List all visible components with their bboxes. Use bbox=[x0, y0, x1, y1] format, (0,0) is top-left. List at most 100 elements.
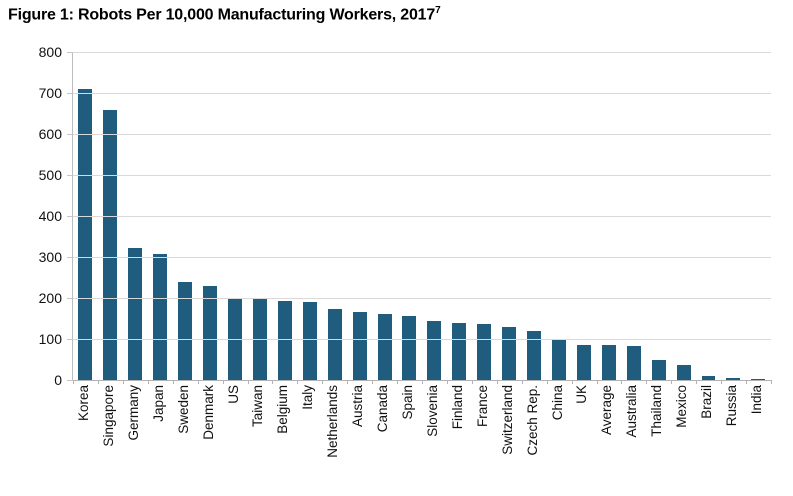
bar-slovenia bbox=[427, 320, 442, 380]
x-label-slot: Sweden bbox=[172, 385, 197, 493]
gridline-800 bbox=[73, 52, 771, 53]
x-axis-tick bbox=[721, 380, 723, 384]
bar-australia bbox=[626, 345, 641, 380]
x-label-slot: China bbox=[546, 385, 571, 493]
y-axis-tick-500 bbox=[67, 175, 73, 176]
bar-slot bbox=[571, 52, 596, 380]
x-label-slot: Germany bbox=[122, 385, 147, 493]
x-tick-label-sweden: Sweden bbox=[175, 385, 191, 434]
x-tick-label-korea: Korea bbox=[76, 385, 92, 422]
bar-slot bbox=[472, 52, 497, 380]
bar-slot bbox=[148, 52, 173, 380]
gridline-300 bbox=[73, 257, 771, 258]
y-tick-label-300: 300 bbox=[38, 249, 62, 265]
gridline-700 bbox=[73, 93, 771, 94]
y-tick-label-200: 200 bbox=[38, 290, 62, 306]
bar-slot bbox=[621, 52, 646, 380]
bar-italy bbox=[302, 302, 317, 380]
x-tick-label-mexico: Mexico bbox=[674, 385, 690, 428]
bar-thailand bbox=[651, 360, 666, 380]
x-label-slot: France bbox=[471, 385, 496, 493]
bar-slot bbox=[696, 52, 721, 380]
y-axis-tick-600 bbox=[67, 134, 73, 135]
x-tick-label-india: India bbox=[748, 385, 764, 415]
x-tick-label-us: US bbox=[225, 385, 241, 404]
x-tick-label-finland: Finland bbox=[449, 385, 465, 430]
x-label-slot: Finland bbox=[446, 385, 471, 493]
x-axis-tick bbox=[571, 380, 573, 384]
x-axis-tick bbox=[347, 380, 349, 384]
x-tick-label-russia: Russia bbox=[724, 385, 739, 427]
x-axis-tick bbox=[496, 380, 498, 384]
x-axis-tick bbox=[696, 380, 698, 384]
x-tick-label-canada: Canada bbox=[375, 385, 391, 433]
gridline-600 bbox=[73, 134, 771, 135]
x-axis-tick bbox=[372, 380, 374, 384]
y-axis-tick-700 bbox=[67, 93, 73, 94]
bar-sweden bbox=[178, 281, 193, 380]
y-axis-tick-400 bbox=[67, 216, 73, 217]
bar-slot bbox=[347, 52, 372, 380]
x-axis-tick bbox=[222, 380, 224, 384]
x-label-slot: Australia bbox=[620, 385, 645, 493]
x-label-slot: Netherlands bbox=[321, 385, 346, 493]
x-label-slot: Korea bbox=[72, 385, 97, 493]
x-tick-label-switzerland: Switzerland bbox=[499, 385, 515, 455]
x-label-slot: Taiwan bbox=[246, 385, 271, 493]
x-tick-label-slovenia: Slovenia bbox=[424, 385, 440, 437]
x-label-slot: Switzerland bbox=[496, 385, 521, 493]
bar-japan bbox=[153, 253, 168, 380]
bar-switzerland bbox=[502, 327, 517, 380]
x-tick-label-germany: Germany bbox=[125, 385, 141, 441]
x-axis-tick bbox=[646, 380, 648, 384]
x-label-slot: Slovenia bbox=[421, 385, 446, 493]
x-tick-label-japan: Japan bbox=[150, 385, 166, 422]
gridline-200 bbox=[73, 298, 771, 299]
chart-title-footnote-marker: 7 bbox=[435, 5, 441, 16]
x-label-slot: Brazil bbox=[695, 385, 720, 493]
bar-india bbox=[751, 378, 766, 380]
bar-slot bbox=[272, 52, 297, 380]
x-axis-tick bbox=[446, 380, 448, 384]
bar-slot bbox=[397, 52, 422, 380]
bar-china bbox=[552, 340, 566, 380]
x-tick-label-france: France bbox=[474, 385, 490, 428]
bar-slot bbox=[721, 52, 746, 380]
bar-denmark bbox=[203, 285, 218, 380]
bar-slot bbox=[372, 52, 397, 380]
x-axis-tick bbox=[73, 380, 74, 384]
bar-slot bbox=[646, 52, 671, 380]
bar-germany bbox=[128, 247, 143, 380]
bar-france bbox=[477, 323, 492, 380]
y-tick-label-0: 0 bbox=[54, 372, 62, 388]
y-axis-tick-0 bbox=[67, 380, 73, 381]
bar-slot bbox=[671, 52, 696, 380]
x-label-slot: Spain bbox=[396, 385, 421, 493]
x-tick-label-taiwan: Taiwan bbox=[250, 385, 266, 428]
x-label-slot: Denmark bbox=[197, 385, 222, 493]
x-label-slot: Singapore bbox=[97, 385, 122, 493]
x-label-slot: Canada bbox=[371, 385, 396, 493]
x-tick-label-uk: UK bbox=[574, 385, 590, 404]
x-axis-tick bbox=[422, 380, 423, 384]
y-axis-tick-300 bbox=[67, 257, 73, 258]
x-tick-label-italy: Italy bbox=[300, 385, 316, 410]
bar-slot bbox=[322, 52, 347, 380]
x-axis-tick bbox=[172, 380, 174, 384]
gridline-500 bbox=[73, 175, 771, 176]
bar-slot bbox=[73, 52, 98, 380]
bar-spain bbox=[402, 315, 417, 380]
x-label-slot: Belgium bbox=[271, 385, 296, 493]
gridline-100 bbox=[73, 339, 771, 340]
x-axis-tick bbox=[297, 380, 299, 384]
y-tick-label-600: 600 bbox=[38, 126, 62, 142]
bar-belgium bbox=[277, 301, 292, 380]
bar-slot bbox=[198, 52, 223, 380]
x-axis-tick bbox=[397, 380, 399, 384]
plot-area bbox=[67, 52, 772, 384]
x-axis-tick bbox=[471, 380, 473, 384]
x-tick-label-brazil: Brazil bbox=[699, 385, 715, 419]
x-label-slot: Mexico bbox=[670, 385, 695, 493]
bar-austria bbox=[352, 311, 367, 380]
